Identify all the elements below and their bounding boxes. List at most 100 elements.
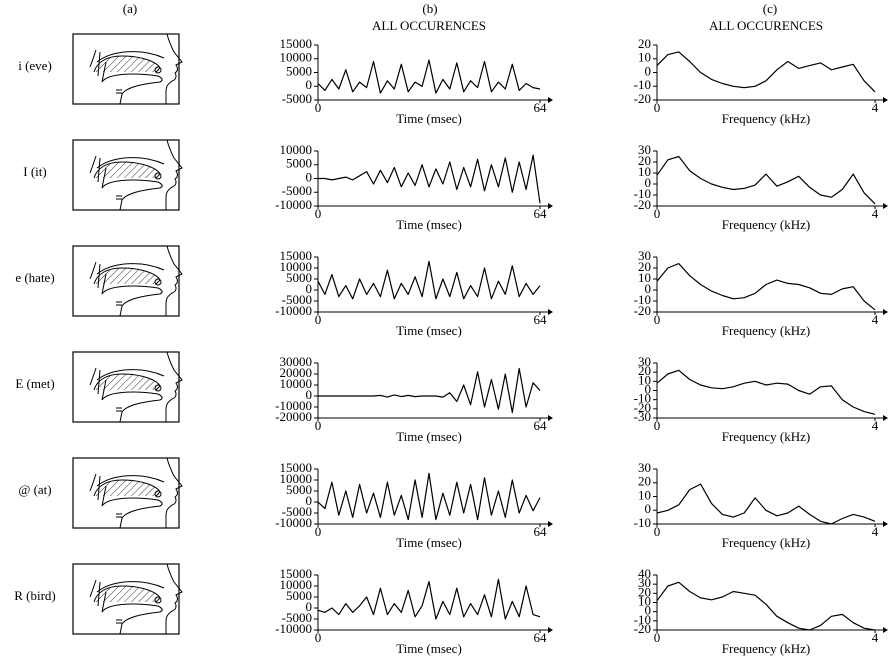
y-tick-label: -10 bbox=[634, 612, 651, 627]
x-tick-label: 4 bbox=[872, 206, 879, 221]
x-axis-label: Frequency (kHz) bbox=[722, 111, 810, 126]
x-tick-label: 64 bbox=[534, 100, 548, 115]
x-axis-label: Frequency (kHz) bbox=[722, 429, 810, 444]
data-line bbox=[656, 155, 876, 205]
x-axis-arrow bbox=[883, 521, 888, 527]
y-tick-label: -20 bbox=[634, 303, 651, 318]
x-axis-arrow bbox=[883, 97, 888, 103]
x-axis-label: Time (msec) bbox=[396, 641, 462, 656]
y-tick-label: 15000 bbox=[280, 566, 313, 581]
x-tick-label: 0 bbox=[654, 100, 661, 115]
x-axis-arrow bbox=[883, 309, 888, 315]
y-tick-label: 0 bbox=[645, 63, 652, 78]
chart-title: ALL OCCURENCES bbox=[709, 18, 823, 33]
x-axis-label: Time (msec) bbox=[396, 217, 462, 232]
y-tick-label: -10 bbox=[634, 391, 651, 406]
vocal-tract-drawing bbox=[73, 140, 182, 210]
y-tick-label: -10 bbox=[634, 292, 651, 307]
y-tick-label: -10000 bbox=[275, 197, 312, 212]
x-tick-label: 4 bbox=[872, 524, 879, 539]
y-tick-label: 0 bbox=[645, 501, 652, 516]
y-tick-label: 30 bbox=[638, 142, 651, 157]
y-tick-label: 40 bbox=[638, 566, 651, 581]
y-tick-label: 30 bbox=[638, 248, 651, 263]
y-tick-label: -20 bbox=[634, 400, 651, 415]
y-tick-label: 20 bbox=[638, 363, 651, 378]
row-label: @ (at) bbox=[18, 482, 51, 497]
data-line bbox=[318, 367, 541, 414]
y-tick-label: 0 bbox=[645, 175, 652, 190]
y-tick-label: 30 bbox=[638, 575, 651, 590]
y-tick-label: -5000 bbox=[282, 292, 312, 307]
y-tick-label: -5000 bbox=[282, 504, 312, 519]
x-tick-label: 0 bbox=[654, 630, 661, 645]
y-tick-label: 0 bbox=[645, 281, 652, 296]
x-tick-label: 0 bbox=[315, 418, 322, 433]
x-axis-label: Frequency (kHz) bbox=[722, 217, 810, 232]
x-tick-label: 4 bbox=[872, 418, 879, 433]
x-tick-label: 64 bbox=[534, 630, 548, 645]
y-tick-label: 10000 bbox=[280, 142, 313, 157]
y-tick-label: 10 bbox=[638, 50, 651, 65]
y-tick-label: -20000 bbox=[275, 409, 312, 424]
y-tick-label: 20 bbox=[638, 474, 651, 489]
x-axis-arrow bbox=[548, 415, 553, 421]
column-label: (c) bbox=[763, 1, 777, 16]
y-tick-label: 5000 bbox=[286, 270, 312, 285]
y-tick-label: -10 bbox=[634, 515, 651, 530]
y-tick-label: 10000 bbox=[280, 50, 313, 65]
x-tick-label: 4 bbox=[872, 630, 879, 645]
y-tick-label: -10000 bbox=[275, 515, 312, 530]
y-tick-label: 10 bbox=[638, 270, 651, 285]
y-tick-label: -10 bbox=[634, 186, 651, 201]
y-tick-label: 5000 bbox=[286, 482, 312, 497]
row-label: e (hate) bbox=[15, 270, 54, 285]
y-tick-label: 20 bbox=[638, 153, 651, 168]
x-axis-arrow bbox=[548, 627, 553, 633]
y-tick-label: 30 bbox=[638, 354, 651, 369]
y-tick-label: 20 bbox=[638, 259, 651, 274]
row-label: E (met) bbox=[15, 376, 54, 391]
y-tick-label: 20 bbox=[638, 36, 651, 51]
y-tick-label: -10000 bbox=[275, 303, 312, 318]
x-tick-label: 0 bbox=[315, 206, 322, 221]
data-line bbox=[656, 263, 876, 311]
x-axis-label: Time (msec) bbox=[396, 429, 462, 444]
x-axis-label: Frequency (kHz) bbox=[722, 535, 810, 550]
vocal-tract-drawing bbox=[73, 34, 182, 104]
y-tick-label: 10 bbox=[638, 593, 651, 608]
x-axis-label: Time (msec) bbox=[396, 535, 462, 550]
x-axis-label: Frequency (kHz) bbox=[722, 323, 810, 338]
x-tick-label: 0 bbox=[654, 524, 661, 539]
y-tick-label: 0 bbox=[306, 493, 313, 508]
y-tick-label: 10 bbox=[638, 372, 651, 387]
x-tick-label: 0 bbox=[315, 312, 322, 327]
column-label: (b) bbox=[422, 1, 437, 16]
y-tick-label: -5000 bbox=[282, 183, 312, 198]
y-tick-label: 10 bbox=[638, 487, 651, 502]
y-tick-label: -5000 bbox=[282, 91, 312, 106]
x-tick-label: 0 bbox=[654, 418, 661, 433]
chart-title: ALL OCCURENCES bbox=[372, 18, 486, 33]
y-tick-label: 10 bbox=[638, 164, 651, 179]
y-tick-label: 30000 bbox=[280, 354, 313, 369]
x-tick-label: 64 bbox=[534, 418, 548, 433]
y-tick-label: 5000 bbox=[286, 63, 312, 78]
data-line bbox=[317, 578, 541, 620]
y-tick-label: 20 bbox=[638, 584, 651, 599]
y-tick-label: 0 bbox=[645, 381, 652, 396]
row-label: i (eve) bbox=[18, 58, 52, 73]
y-tick-label: -10 bbox=[634, 77, 651, 92]
x-axis-arrow bbox=[548, 521, 553, 527]
